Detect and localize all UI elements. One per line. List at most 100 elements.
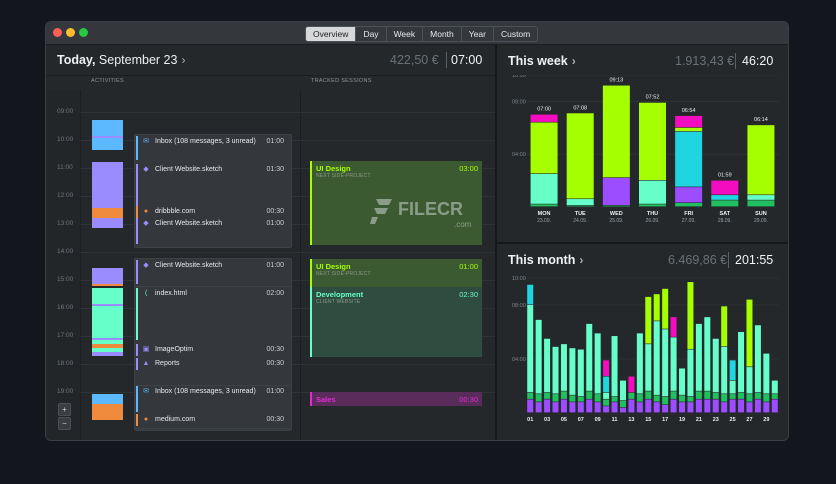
activity-color-segment (92, 340, 123, 344)
chart-bar-segment (527, 305, 534, 393)
activity-color-segment (92, 404, 123, 420)
zoom-in-button[interactable]: + (58, 403, 71, 416)
chart-bar-segment (639, 204, 666, 207)
activity-name: dribbble.com (155, 208, 196, 215)
chart-bar-segment (679, 395, 686, 402)
chart-bar-segment (679, 368, 686, 395)
week-title-text: This week (508, 54, 568, 68)
chart-bar-segment (577, 396, 584, 402)
hour-label: 11:00 (57, 164, 73, 171)
bar-total-label: 06:54 (682, 108, 696, 114)
zoom-window-button[interactable] (79, 28, 88, 37)
x-tick-label: WED (610, 211, 623, 217)
tracked-session[interactable]: Development CLIENT WEBSITE 02:30 (310, 287, 482, 357)
activity-row[interactable]: ✉ Inbox (108 messages, 3 unread) 01:00 (136, 386, 288, 412)
tracked-session[interactable]: Sales 00:30 (310, 392, 482, 406)
tab-month[interactable]: Month (422, 27, 461, 41)
activity-duration: 00:30 (266, 346, 284, 353)
activity-color-segment (92, 218, 123, 228)
chart-bar-segment (569, 348, 576, 395)
chart-bar-segment (746, 367, 753, 394)
activity-duration: 01:00 (266, 262, 284, 269)
session-subtitle: NEXT SIDE-PROJECT (316, 173, 371, 179)
activity-color-segment (92, 348, 123, 352)
session-duration: 02:30 (459, 290, 478, 299)
activity-row[interactable]: ⟨ index.html 02:00 (136, 288, 288, 340)
zoom-out-button[interactable]: − (58, 417, 71, 430)
activity-card (134, 385, 292, 429)
activity-row[interactable]: ● dribbble.com 00:30 (136, 206, 288, 218)
week-title[interactable]: This week › (508, 54, 576, 68)
minimize-window-button[interactable] (66, 28, 75, 37)
x-tick-label: FRI (684, 211, 693, 217)
chart-bar-segment (628, 392, 635, 399)
session-title: UI Design (316, 164, 351, 173)
chart-bar-segment (653, 321, 660, 395)
activity-name: Inbox (108 messages, 3 unread) (155, 388, 256, 395)
chart-bar-segment (535, 394, 542, 402)
today-title[interactable]: Today, September 23 › (57, 53, 185, 67)
chart-bar-segment (771, 380, 778, 394)
activity-row[interactable]: ◆ Client Website.sketch 01:30 (136, 164, 288, 206)
activity-row[interactable]: ● medium.com 00:30 (136, 414, 288, 426)
chart-bar-segment (746, 402, 753, 413)
hour-label: 19:00 (57, 388, 74, 395)
month-amount: 6.469,86 € (668, 253, 728, 267)
bar-total-label: 07:08 (573, 105, 587, 111)
chart-bar-segment (721, 394, 728, 402)
chart-bar-segment (639, 180, 666, 204)
chart-bar-segment (729, 394, 736, 399)
month-title[interactable]: This month › (508, 253, 583, 267)
tab-custom[interactable]: Custom (492, 27, 537, 41)
activity-color-segment (92, 120, 123, 136)
chart-bar-segment (566, 113, 594, 199)
chart-bar-segment (675, 127, 703, 132)
activity-color-bar (136, 344, 138, 356)
chart-bar-segment (695, 391, 702, 399)
activity-row[interactable]: ◆ Client Website.sketch 01:00 (136, 218, 288, 244)
today-header: Today, September 23 › 422,50 € 07:00 (46, 45, 495, 76)
month-title-text: This month (508, 253, 576, 267)
view-segmented-control: Overview Day Week Month Year Custom (305, 26, 539, 42)
tab-day[interactable]: Day (355, 27, 385, 41)
mail-icon: ✉ (143, 138, 149, 145)
chart-bar-segment (687, 402, 694, 413)
hour-gutter (46, 90, 80, 440)
activity-row[interactable]: ▲ Reports 00:30 (136, 358, 288, 370)
chart-bar-segment (771, 394, 778, 399)
hour-label: 13:00 (57, 220, 74, 227)
tab-week[interactable]: Week (385, 27, 423, 41)
chart-bar-segment (675, 131, 703, 187)
chart-bar-segment (695, 323, 702, 391)
x-tick-label: 19 (679, 417, 685, 423)
chart-bar-segment (619, 380, 626, 401)
activity-color-segment (92, 208, 123, 218)
session-subtitle: CLIENT WEBSITE (316, 299, 361, 305)
x-tick-label: THU (647, 211, 658, 217)
hour-label: 12:00 (57, 192, 74, 199)
tracked-session[interactable]: UI Design NEXT SIDE-PROJECT 01:00 (310, 259, 482, 287)
activity-name: ImageOptim (155, 346, 194, 353)
x-tick-label: 21 (696, 417, 702, 423)
activity-row[interactable]: ◆ Client Website.sketch 01:00 (136, 260, 288, 284)
chart-bar-segment (569, 402, 576, 413)
tab-year[interactable]: Year (460, 27, 493, 41)
chart-bar-segment (738, 332, 745, 393)
chevron-right-icon: › (181, 53, 186, 67)
activity-row[interactable]: ▣ ImageOptim 00:30 (136, 344, 288, 356)
x-tick-label: 03 (544, 417, 550, 423)
chart-bar-segment (687, 396, 694, 402)
activity-row[interactable]: ✉ Inbox (108 messages, 3 unread) 01:00 (136, 136, 288, 160)
tracked-session[interactable]: UI Design NEXT SIDE-PROJECT 03:00 (310, 161, 482, 245)
y-tick-label: 08:00 (512, 99, 526, 105)
hour-gridline (80, 252, 495, 253)
y-tick-label: 10:00 (512, 276, 526, 282)
activity-color-segment (92, 352, 123, 356)
header-separator (728, 252, 729, 268)
x-tick-label: 11 (612, 417, 618, 423)
bar-total-label: 07:52 (646, 95, 660, 101)
tab-overview[interactable]: Overview (306, 27, 356, 41)
chart-bar-segment (527, 399, 534, 413)
month-total-time: 201:55 (735, 253, 774, 267)
close-window-button[interactable] (53, 28, 62, 37)
